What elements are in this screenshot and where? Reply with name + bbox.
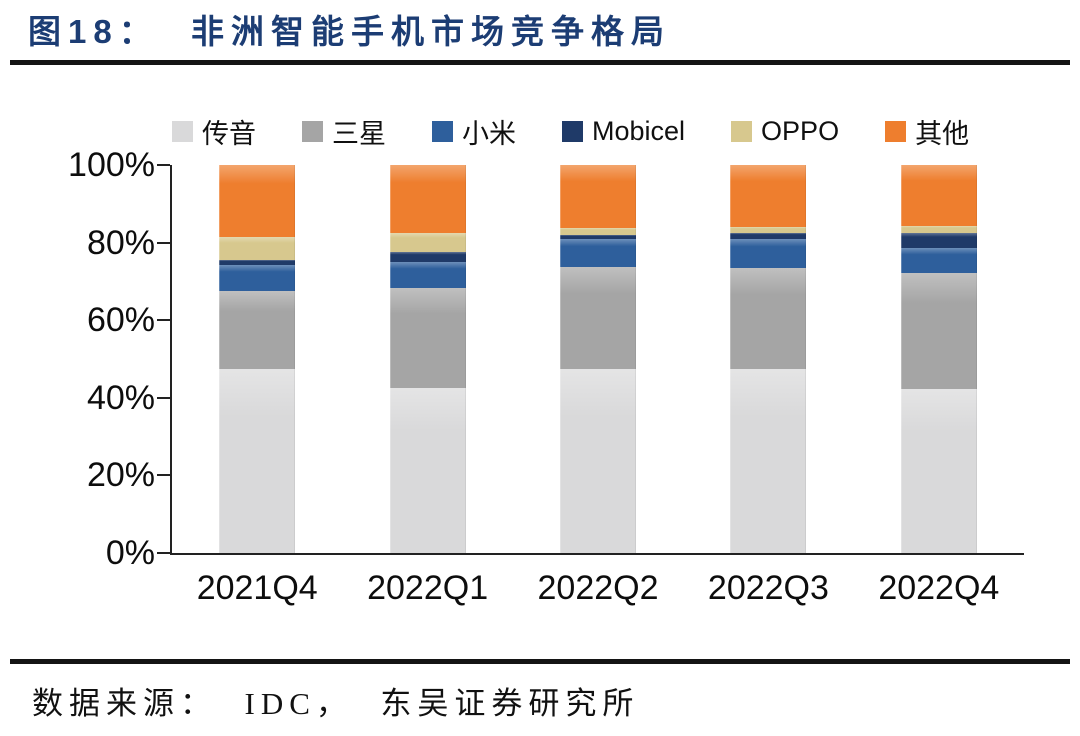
bar-segment-2021Q4-mobicel bbox=[219, 260, 296, 266]
bar-slot-2022Q3 bbox=[683, 165, 853, 553]
y-tick-label-40%: 40% bbox=[86, 378, 155, 417]
legend-swatch-others bbox=[885, 121, 907, 142]
divider-bottom bbox=[10, 659, 1070, 664]
bar-segment-2022Q3-others bbox=[730, 165, 807, 228]
legend-label-mobicel: Mobicel bbox=[592, 116, 686, 146]
legend-label-oppo: OPPO bbox=[761, 116, 840, 146]
legend-swatch-samsung bbox=[302, 121, 323, 142]
x-tick-label-2021Q4: 2021Q4 bbox=[196, 569, 318, 607]
bar-segment-2021Q4-oppo bbox=[219, 236, 296, 261]
legend-item-samsung: 三星 bbox=[302, 112, 386, 151]
bar-segment-2022Q2-chuanyin bbox=[560, 369, 637, 553]
bar-segment-2022Q4-xiaomi bbox=[900, 248, 977, 273]
legend-item-oppo: OPPO bbox=[731, 116, 839, 147]
bar-segment-2022Q3-chuanyin bbox=[730, 368, 807, 553]
legend-label-chuanyin: 传音 bbox=[202, 119, 256, 149]
y-tick-mark-20% bbox=[157, 474, 170, 477]
bar-segment-2022Q3-samsung bbox=[730, 267, 807, 369]
bar-2021Q4 bbox=[219, 165, 296, 553]
legend-label-xiaomi: 小米 bbox=[462, 119, 516, 149]
bar-segment-2022Q2-xiaomi bbox=[560, 239, 637, 268]
bar-segment-2022Q1-mobicel bbox=[389, 251, 466, 263]
y-tick-label-0%: 0% bbox=[105, 534, 155, 572]
bar-segment-2022Q4-others bbox=[900, 165, 977, 226]
bar-segment-2022Q4-samsung bbox=[900, 272, 977, 389]
figure-title: 图18： 非洲智能手机市场竞争格局 bbox=[28, 13, 672, 50]
bar-segment-2021Q4-samsung bbox=[219, 291, 296, 369]
legend-label-others: 其他 bbox=[915, 119, 970, 149]
y-tick-mark-100% bbox=[157, 164, 170, 166]
y-tick-mark-0% bbox=[157, 552, 170, 554]
legend-item-others: 其他 bbox=[885, 112, 969, 151]
bar-segment-2022Q3-mobicel bbox=[730, 232, 807, 239]
bar-segment-2022Q4-mobicel bbox=[900, 232, 977, 249]
legend-label-samsung: 三星 bbox=[332, 119, 386, 149]
x-tick-label-2022Q2: 2022Q2 bbox=[537, 569, 659, 607]
legend-item-mobicel: Mobicel bbox=[562, 116, 685, 147]
bar-2022Q4 bbox=[900, 165, 977, 553]
legend-swatch-xiaomi bbox=[432, 121, 453, 142]
legend-swatch-chuanyin bbox=[172, 121, 193, 142]
divider-top bbox=[10, 60, 1070, 65]
bar-2022Q1 bbox=[389, 165, 466, 553]
data-source-note: 数据来源： IDC， 东吴证券研究所 bbox=[32, 686, 640, 721]
bar-segment-2022Q3-xiaomi bbox=[730, 238, 807, 268]
x-axis-labels: 2021Q4 2022Q1 2022Q2 2022Q3 2022Q4 bbox=[172, 569, 1024, 608]
x-tick-label-2022Q4: 2022Q4 bbox=[878, 569, 1000, 607]
legend-swatch-oppo bbox=[731, 121, 753, 142]
legend-item-xiaomi: 小米 bbox=[432, 112, 516, 151]
y-tick-label-20%: 20% bbox=[86, 456, 155, 495]
bar-slot-2022Q1 bbox=[342, 165, 512, 553]
bar-segment-2021Q4-others bbox=[219, 165, 296, 237]
bar-segment-2022Q4-chuanyin bbox=[900, 388, 977, 553]
chart-legend: 传音 三星 小米 Mobicel OPPO 其他 bbox=[172, 112, 969, 151]
bar-slot-2022Q4 bbox=[854, 165, 1024, 553]
bar-segment-2021Q4-xiaomi bbox=[219, 265, 296, 292]
y-tick-mark-80% bbox=[157, 241, 170, 244]
bar-segment-2022Q2-oppo bbox=[560, 228, 637, 236]
stacked-bar-chart: 2021Q4 2022Q1 2022Q2 2022Q3 2022Q4 0% 20% 40% 6… bbox=[68, 148, 1024, 607]
legend-swatch-mobicel bbox=[562, 121, 583, 142]
bar-slot-2022Q2 bbox=[513, 165, 683, 553]
y-tick-label-100%: 100% bbox=[68, 146, 155, 184]
bar-2022Q2 bbox=[560, 165, 637, 553]
bars-row bbox=[172, 165, 1024, 553]
bar-slot-2021Q4 bbox=[172, 165, 342, 553]
y-tick-label-60%: 60% bbox=[86, 301, 155, 340]
bar-segment-2022Q1-oppo bbox=[389, 232, 466, 252]
bar-segment-2022Q1-chuanyin bbox=[389, 388, 466, 553]
bar-segment-2022Q3-oppo bbox=[730, 227, 807, 233]
y-tick-mark-60% bbox=[157, 319, 170, 322]
bar-segment-2022Q1-others bbox=[389, 165, 466, 233]
bar-segment-2022Q2-mobicel bbox=[560, 235, 637, 240]
bar-segment-2021Q4-chuanyin bbox=[219, 368, 296, 553]
bar-segment-2022Q4-oppo bbox=[900, 225, 977, 233]
bar-2022Q3 bbox=[730, 165, 807, 553]
x-tick-label-2022Q1: 2022Q1 bbox=[367, 569, 489, 607]
bar-segment-2022Q2-samsung bbox=[560, 267, 637, 370]
bar-segment-2022Q1-samsung bbox=[389, 288, 466, 389]
y-tick-label-80%: 80% bbox=[86, 223, 155, 262]
bar-segment-2022Q2-others bbox=[560, 165, 637, 229]
x-tick-label-2022Q3: 2022Q3 bbox=[707, 569, 829, 607]
bar-segment-2022Q1-xiaomi bbox=[389, 262, 466, 289]
y-tick-mark-40% bbox=[157, 396, 170, 399]
legend-item-chuanyin: 传音 bbox=[172, 112, 256, 151]
